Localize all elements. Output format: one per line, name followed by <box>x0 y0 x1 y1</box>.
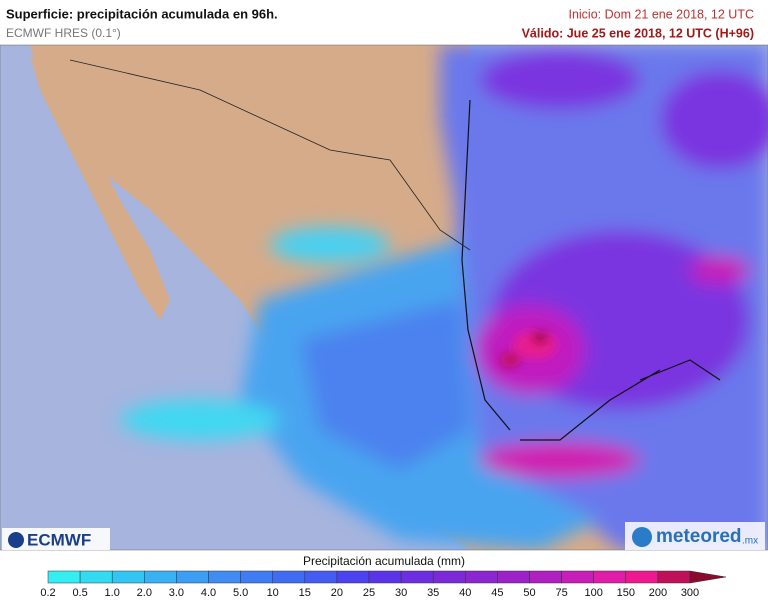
colorbar-label: 40 <box>459 587 471 599</box>
colorbar-label: 50 <box>523 587 535 599</box>
colorbar-box <box>432 570 466 584</box>
logo-suffix: .mx <box>742 536 758 547</box>
valid-time: Válido: Jue 25 ene 2018, 12 UTC (H+96) <box>522 26 754 40</box>
colorbar-box <box>465 570 498 584</box>
colorbar-label: 35 <box>427 587 439 599</box>
colorbar-box <box>304 570 338 584</box>
colorbar-label: 25 <box>363 587 375 599</box>
colorbar-label: 75 <box>555 587 567 599</box>
colorbar-box <box>593 570 627 584</box>
colorbar-label: 1.0 <box>105 587 120 599</box>
colorbar-box <box>272 570 306 584</box>
colorbar-label: 0.2 <box>40 587 55 599</box>
colorbar-label: 15 <box>299 587 311 599</box>
colorbar-box <box>208 570 241 584</box>
colorbar-box <box>368 570 402 584</box>
colorbar-label: 10 <box>267 587 279 599</box>
colorbar-box <box>144 570 177 584</box>
model: ECMWF HRES (0.1°) <box>6 26 121 40</box>
colorbar-label: 3.0 <box>169 587 184 599</box>
colorbar-box <box>176 570 209 584</box>
colorbar-arrow <box>689 570 727 584</box>
colorbar-label: 45 <box>491 587 503 599</box>
colorbar-title: Precipitación acumulada (mm) <box>303 554 465 568</box>
colorbar-box <box>47 570 81 584</box>
colorbar-label: 150 <box>617 587 635 599</box>
colorbar-box <box>529 570 562 584</box>
colorbar-label: 0.5 <box>72 587 87 599</box>
colorbar-box <box>336 570 370 584</box>
colorbar-box <box>497 570 530 584</box>
colorbar-box <box>657 570 691 584</box>
start-time: Inicio: Dom 21 ene 2018, 12 UTC <box>568 7 754 21</box>
precipitation-core <box>500 331 557 367</box>
colorbar-label: 20 <box>331 587 343 599</box>
colorbar-box <box>111 570 145 584</box>
colorbar-label: 2.0 <box>137 587 152 599</box>
logo-text: meteored <box>656 526 742 547</box>
title: Superficie: precipitación acumulada en 9… <box>6 6 278 21</box>
colorbar-box <box>561 570 594 584</box>
colorbar-label: 200 <box>649 587 667 599</box>
colorbar-box <box>79 570 113 584</box>
ecmwf-logo: ECMWF <box>2 528 110 550</box>
colorbar-box <box>625 570 659 584</box>
map <box>0 45 768 550</box>
colorbar-label: 4.0 <box>201 587 216 599</box>
colorbar-label: 300 <box>681 587 699 599</box>
colorbar-box <box>240 570 273 584</box>
colorbar-label: 30 <box>395 587 407 599</box>
colorbar: 0.2 0.5 1.0 2.0 3.0 4.0 5.0 10 15 20 25 30 35 40 45 50 7… <box>40 570 727 599</box>
colorbar-box <box>400 570 434 584</box>
colorbar-label: 100 <box>585 587 603 599</box>
colorbar-label: 5.0 <box>233 587 248 599</box>
meteored-logo: meteored .mx <box>625 522 765 550</box>
logo-text: ECMWF <box>27 530 91 549</box>
